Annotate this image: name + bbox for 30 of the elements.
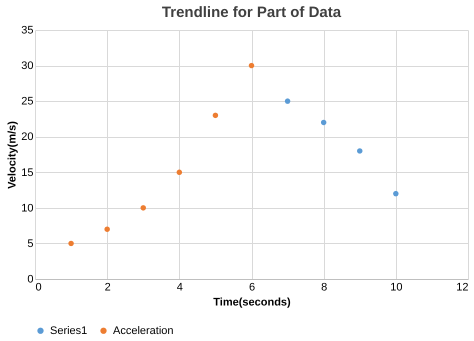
legend-label: Series1 xyxy=(50,324,88,337)
y-tick-label: 35 xyxy=(21,24,34,36)
y-tick-label: 25 xyxy=(21,96,34,108)
chart-title: Trendline for Part of Data xyxy=(162,4,342,21)
point xyxy=(104,226,110,232)
x-tick-label: 12 xyxy=(456,282,468,294)
y-tick-label: 30 xyxy=(21,60,34,72)
x-tick-label: 0 xyxy=(36,282,42,294)
y-tick-label: 5 xyxy=(27,238,34,250)
point xyxy=(393,190,399,196)
x-tick-label: 8 xyxy=(321,282,328,294)
y-tick-label: 0 xyxy=(27,274,34,286)
x-axis-title: Time(seconds) xyxy=(213,296,292,308)
legend-label: Acceleration xyxy=(113,324,174,337)
x-tick-label: 2 xyxy=(104,282,111,294)
point xyxy=(248,62,254,68)
point xyxy=(68,240,74,246)
point xyxy=(212,112,218,118)
point xyxy=(320,120,326,126)
x-tick-label: 10 xyxy=(390,282,402,294)
y-tick-label: 10 xyxy=(21,202,34,214)
point xyxy=(176,170,182,176)
y-axis-title: Velocity(m/s) xyxy=(6,120,18,189)
point xyxy=(284,98,290,104)
point xyxy=(140,205,146,211)
y-tick-label: 15 xyxy=(21,166,34,179)
point xyxy=(357,148,362,154)
y-tick-label: 20 xyxy=(21,131,34,144)
x-tick-label: 4 xyxy=(176,282,183,294)
x-tick-label: 6 xyxy=(248,282,256,294)
